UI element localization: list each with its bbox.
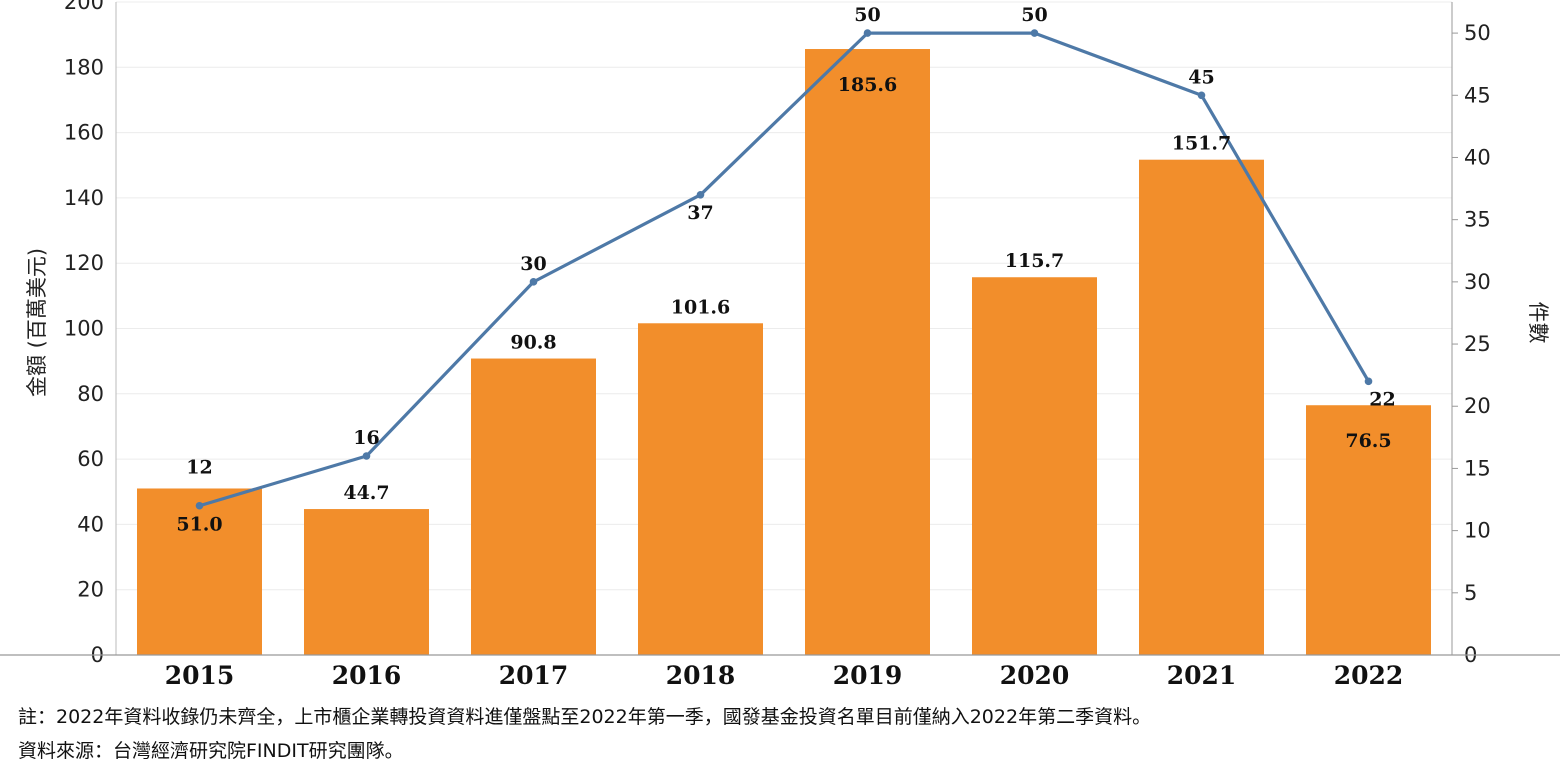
y-right-tick-label: 35	[1464, 208, 1491, 232]
bar-value-label: 151.7	[1172, 133, 1232, 155]
line-point	[195, 501, 204, 510]
x-tick-label: 2015	[165, 661, 235, 690]
y-right-tick-label: 45	[1464, 83, 1491, 107]
bar-series	[137, 49, 1431, 656]
x-tick-label: 2019	[833, 661, 903, 690]
y-left-tick-label: 100	[64, 317, 104, 341]
line-path	[199, 31, 1370, 508]
axes: 0204060801001201401601802000510152025303…	[0, 0, 1560, 690]
line-value-label: 12	[186, 457, 212, 479]
line-value-label: 50	[854, 4, 880, 26]
y-left-tick-label: 160	[64, 121, 104, 145]
right-axis-title: 件數	[1526, 302, 1550, 344]
bar-value-label: 90.8	[510, 332, 556, 354]
line-point	[1030, 29, 1039, 37]
x-tick-label: 2017	[499, 661, 569, 690]
bar-value-label: 115.7	[1005, 250, 1065, 272]
line-point	[863, 29, 872, 37]
y-right-tick-label: 25	[1464, 332, 1491, 356]
bar	[805, 49, 930, 656]
line-value-label: 16	[353, 427, 379, 449]
line-point	[696, 190, 705, 199]
y-right-tick-label: 40	[1464, 145, 1491, 169]
y-right-tick-label: 5	[1464, 581, 1477, 605]
x-tick-label: 2018	[666, 661, 736, 690]
y-right-tick-label: 15	[1464, 456, 1491, 480]
x-tick-label: 2020	[1000, 661, 1070, 690]
x-tick-label: 2021	[1167, 661, 1237, 690]
bar-value-label: 101.6	[671, 296, 731, 318]
combo-chart: 0204060801001201401601802000510152025303…	[0, 0, 1560, 690]
y-left-tick-label: 20	[77, 578, 104, 602]
bar	[304, 509, 429, 655]
line-point	[529, 278, 538, 286]
y-left-tick-label: 200	[64, 0, 104, 14]
y-left-tick-label: 60	[77, 447, 104, 471]
bar	[972, 277, 1097, 655]
bar	[638, 323, 763, 655]
data-labels: 51.0 44.7 90.8 101.6 185.6 115.7 151.7 76.5 12 16…	[176, 4, 1395, 535]
y-left-tick-label: 40	[77, 512, 104, 536]
bar	[1306, 405, 1431, 655]
line-point	[362, 452, 371, 460]
y-right-tick-label: 50	[1464, 21, 1491, 45]
y-left-tick-label: 140	[64, 186, 104, 210]
footnote-note: 註：2022年資料收錄仍未齊全，上市櫃企業轉投資資料進僅盤點至2022年第一季，…	[18, 706, 1152, 728]
line-point	[1197, 91, 1206, 100]
line-value-label: 50	[1021, 4, 1047, 26]
bar-value-label: 51.0	[176, 513, 222, 535]
line-value-label: 22	[1369, 388, 1395, 410]
y-left-tick-label: 180	[64, 55, 104, 79]
left-axis-title: 金額 (百萬美元)	[25, 248, 49, 397]
x-tick-label: 2016	[332, 661, 402, 690]
bar	[137, 488, 262, 655]
bar-value-label: 185.6	[838, 74, 898, 96]
bar	[471, 358, 596, 655]
line-value-label: 37	[687, 202, 713, 224]
line-series	[195, 29, 1373, 510]
bar-value-label: 44.7	[343, 482, 389, 504]
y-right-tick-label: 20	[1464, 394, 1491, 418]
y-left-tick-label: 80	[77, 382, 104, 406]
bar	[1139, 159, 1264, 655]
footnote-source: 資料來源：台灣經濟研究院FINDIT研究團隊。	[18, 740, 404, 762]
line-value-label: 45	[1188, 66, 1214, 88]
y-left-tick-label: 120	[64, 251, 104, 275]
bar-value-label: 76.5	[1345, 430, 1391, 452]
y-right-tick-label: 10	[1464, 519, 1491, 543]
x-tick-label: 2022	[1334, 661, 1404, 690]
y-right-tick-label: 30	[1464, 270, 1491, 294]
line-value-label: 30	[520, 253, 546, 275]
line-point	[1364, 377, 1373, 386]
